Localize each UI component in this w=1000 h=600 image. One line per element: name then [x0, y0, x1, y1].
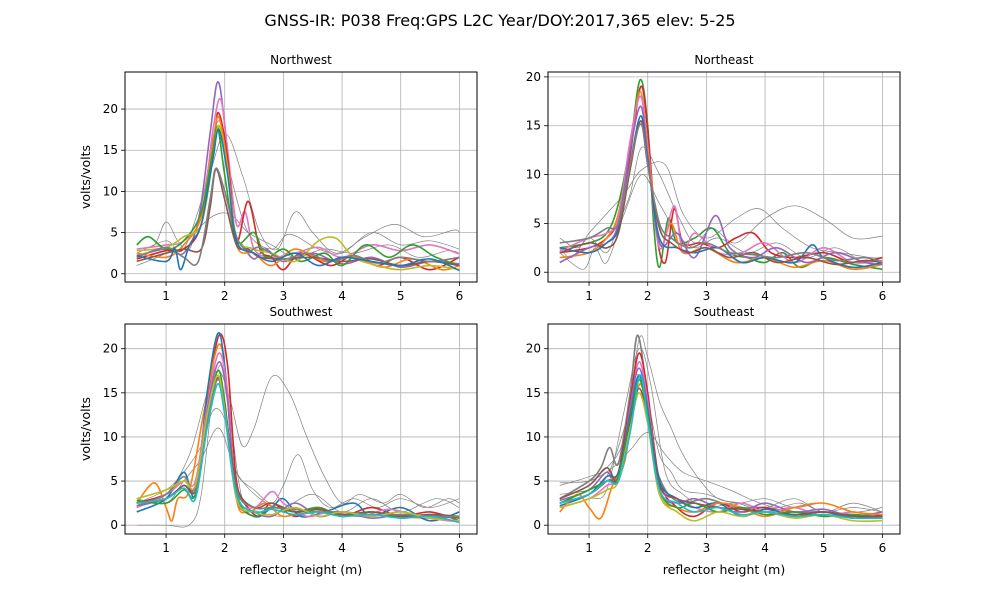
y-tick-label: 5 [533, 474, 541, 488]
y-tick-label: 15 [526, 386, 541, 400]
x-tick-label: 4 [761, 289, 769, 303]
y-tick-label: 15 [103, 143, 118, 157]
x-tick-label: 2 [221, 541, 229, 555]
x-tick-label: 1 [162, 289, 170, 303]
y-tick-label: 20 [526, 70, 541, 84]
x-tick-label: 1 [585, 289, 593, 303]
axes-frame [547, 323, 901, 535]
series-line [136, 168, 460, 267]
x-tick-label: 6 [456, 541, 464, 555]
x-tick-label: 3 [703, 541, 711, 555]
x-tick-label: 5 [820, 289, 828, 303]
x-tick-label: 2 [221, 289, 229, 303]
x-tick-label: 3 [703, 289, 711, 303]
plot-area [559, 334, 883, 523]
subplot-northwest: 1 2 3 4 5 6 0 5 10 15 20 Northwest volts/volts [78, 53, 478, 303]
plot-area [136, 81, 460, 272]
y-tick-label: 15 [103, 386, 118, 400]
x-tick-label: 6 [456, 289, 464, 303]
plot-area [559, 79, 883, 271]
subplot-title: Northwest [270, 53, 332, 67]
gray-series-line [136, 133, 460, 254]
x-tick-label: 4 [761, 541, 769, 555]
x-tick-label: 4 [338, 289, 346, 303]
y-tick-label: 0 [110, 518, 118, 532]
x-tick-label: 5 [397, 541, 405, 555]
plot-area [136, 331, 460, 528]
series-line [559, 90, 883, 271]
gray-series-line [559, 335, 883, 513]
x-tick-label: 3 [280, 289, 288, 303]
subplot-title: Northeast [694, 53, 754, 67]
y-tick-label: 20 [103, 102, 118, 116]
y-tick-label: 0 [533, 518, 541, 532]
y-tick-label: 5 [110, 474, 118, 488]
y-tick-label: 10 [526, 168, 541, 182]
series-line [559, 122, 883, 264]
x-tick-label: 6 [879, 289, 887, 303]
subplot-title: Southwest [269, 305, 332, 319]
gray-series-line [559, 161, 883, 259]
y-axis-label: volts/volts [78, 397, 93, 461]
y-tick-label: 5 [110, 226, 118, 240]
x-tick-label: 3 [280, 541, 288, 555]
y-tick-label: 20 [103, 342, 118, 356]
subplot-northeast: 1 2 3 4 5 6 0 5 10 15 20 Northeast [526, 53, 901, 303]
gray-series-line [559, 374, 883, 513]
x-tick-label: 1 [585, 541, 593, 555]
axes-frame [547, 71, 901, 283]
y-tick-label: 5 [533, 216, 541, 230]
y-tick-label: 0 [110, 267, 118, 281]
series-line [136, 352, 460, 522]
y-axis-label: volts/volts [78, 145, 93, 209]
x-axis-label: reflector height (m) [663, 562, 785, 577]
series-line [559, 374, 883, 520]
y-tick-label: 0 [533, 265, 541, 279]
y-tick-label: 20 [526, 342, 541, 356]
axes-frame [124, 71, 478, 283]
x-tick-label: 6 [879, 541, 887, 555]
x-tick-label: 2 [644, 541, 652, 555]
y-tick-label: 10 [103, 430, 118, 444]
series-line [559, 387, 883, 518]
x-axis-label: reflector height (m) [240, 562, 362, 577]
x-tick-label: 2 [644, 289, 652, 303]
x-tick-label: 5 [820, 541, 828, 555]
y-tick-label: 10 [103, 184, 118, 198]
figure-title: GNSS-IR: P038 Freq:GPS L2C Year/DOY:2017… [264, 11, 735, 30]
series-line [559, 392, 883, 523]
axes-frame [124, 323, 478, 535]
subplot-southwest: 1 2 3 4 5 6 0 5 10 15 20 Southwest reflector height … [78, 305, 478, 577]
x-tick-label: 4 [338, 541, 346, 555]
series-line [136, 383, 460, 524]
series-line [136, 125, 460, 267]
x-tick-label: 5 [397, 289, 405, 303]
subplot-southeast: 1 2 3 4 5 6 0 5 10 15 20 Southeast reflector height … [526, 305, 901, 577]
subplot-title: Southeast [694, 305, 755, 319]
y-tick-label: 10 [526, 430, 541, 444]
y-tick-label: 15 [526, 119, 541, 133]
series-line [559, 120, 883, 266]
x-tick-label: 1 [162, 541, 170, 555]
series-line [136, 128, 460, 272]
